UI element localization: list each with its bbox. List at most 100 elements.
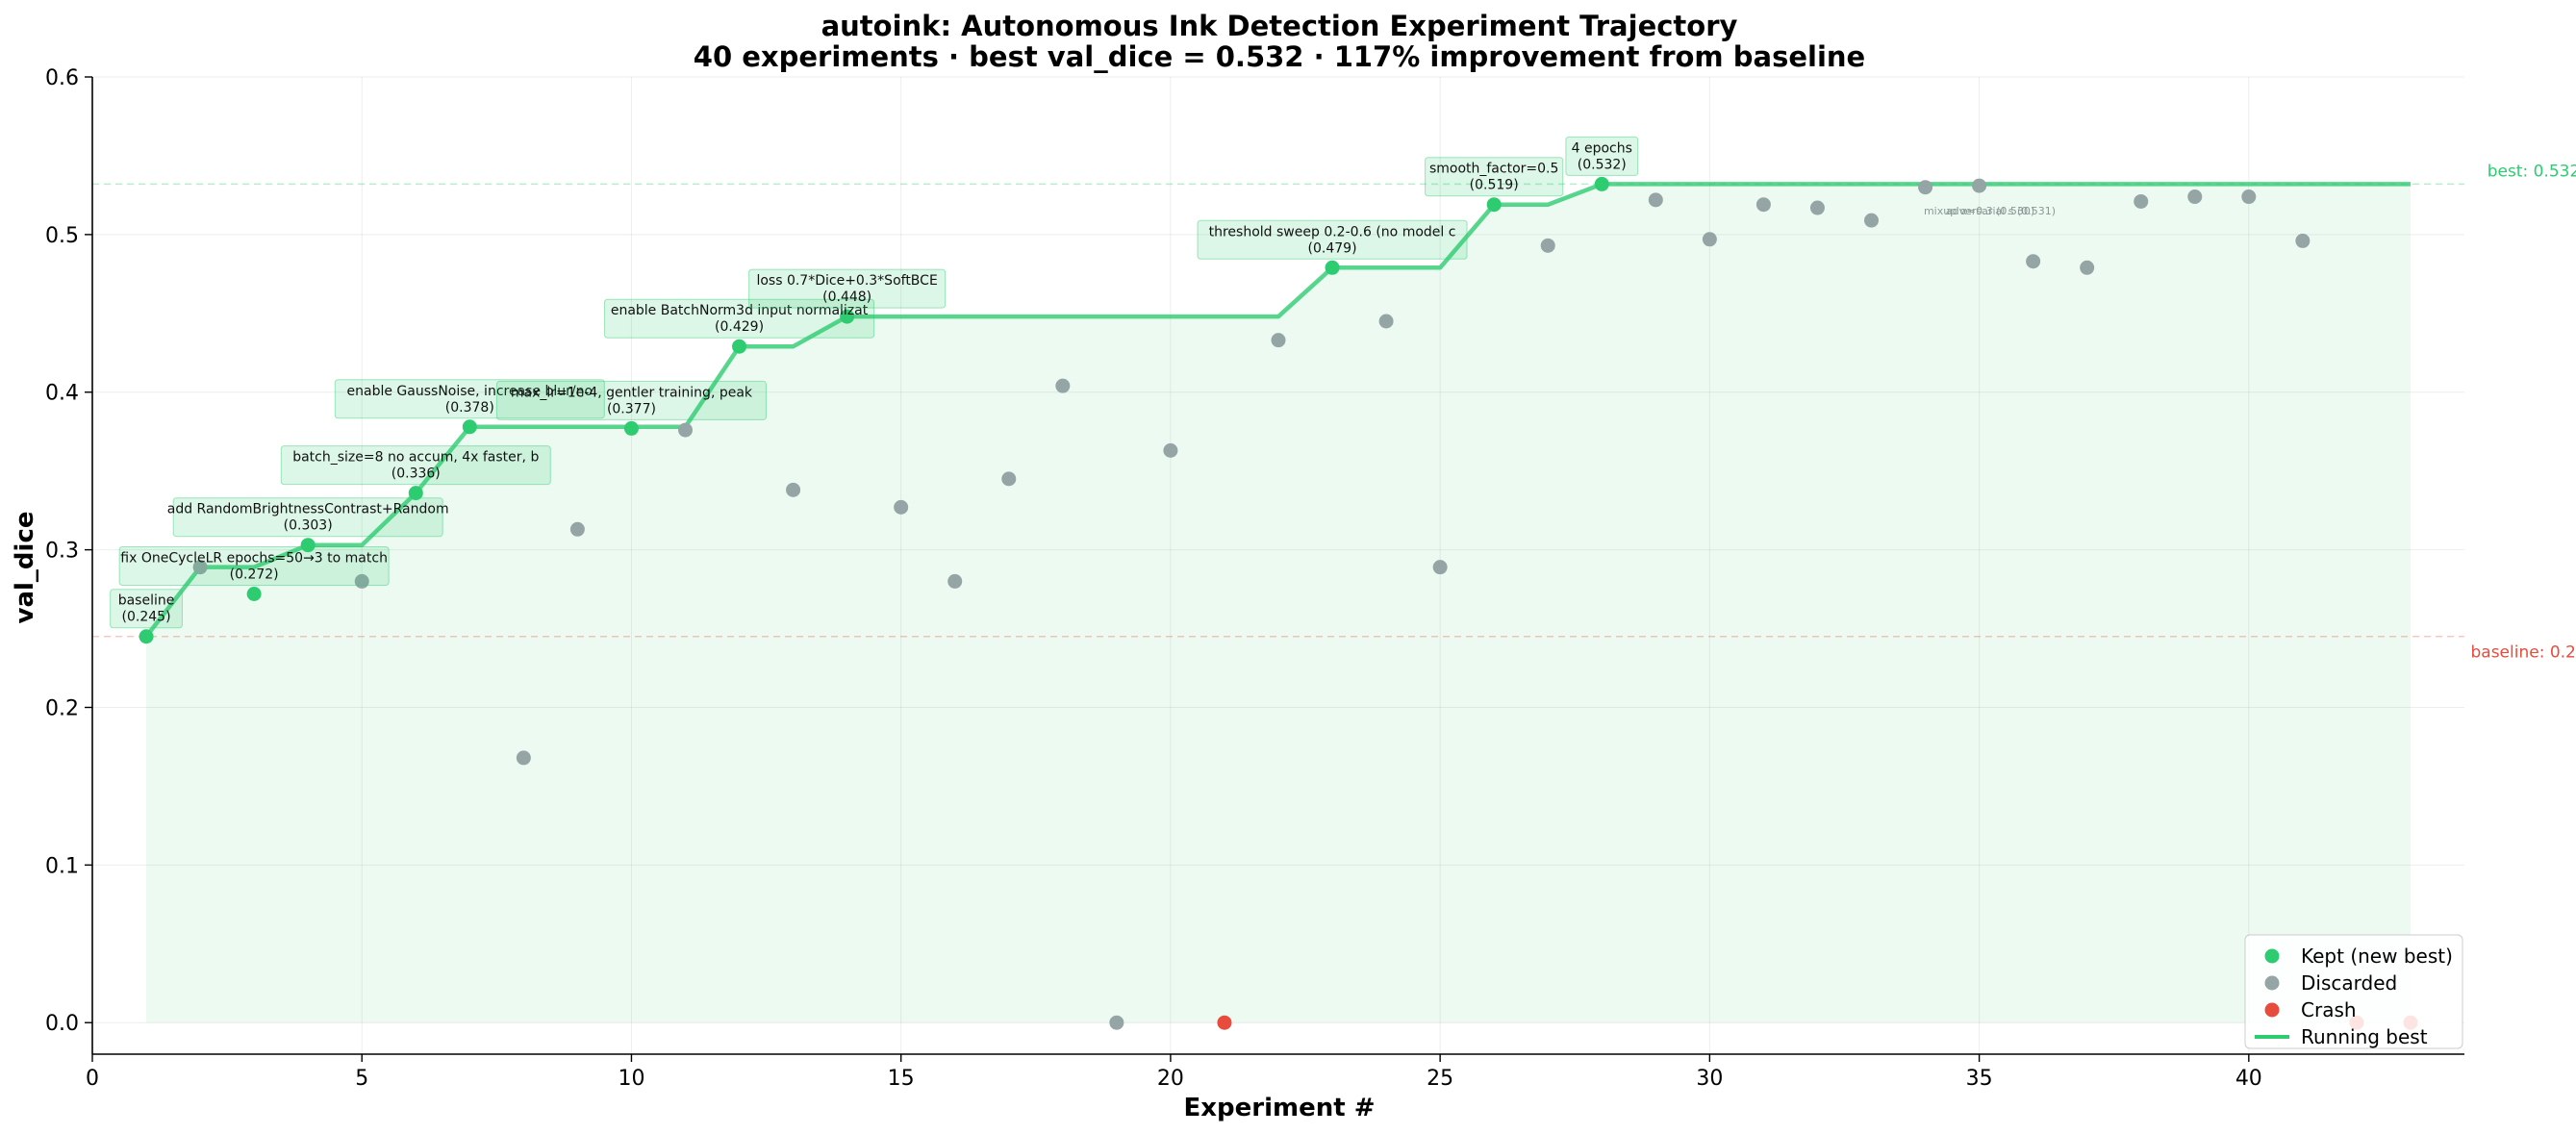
- annotation-value: (0.479): [1308, 240, 1357, 256]
- annotation-box: [118, 545, 390, 586]
- point-discarded: [2026, 254, 2041, 269]
- point-discarded: [947, 573, 963, 589]
- annotation: 4 epochs(0.532): [1565, 136, 1639, 176]
- legend-item: Discarded: [2264, 971, 2397, 995]
- data-points: [139, 176, 2418, 1030]
- point-discarded: [1163, 442, 1178, 458]
- x-tick-label: 25: [1427, 1067, 1453, 1091]
- point-discarded: [894, 499, 909, 515]
- point-kept: [623, 420, 639, 436]
- chart-title: autoink: Autonomous Ink Detection Experi…: [821, 10, 1738, 42]
- point-discarded: [569, 521, 585, 537]
- annotation-label: add RandomBrightnessContrast+Random: [167, 502, 449, 517]
- annotation-value: (0.336): [391, 466, 441, 482]
- annotation-label: 4 epochs: [1572, 140, 1632, 156]
- legend-label: Running best: [2301, 1025, 2428, 1048]
- annotation-box: [1425, 157, 1564, 197]
- annotation-value: (0.245): [122, 610, 171, 625]
- annotation-label: baseline: [118, 593, 175, 609]
- point-discarded: [1864, 213, 1879, 228]
- annotation-label: enable BatchNorm3d input normalizat: [611, 303, 869, 318]
- legend-marker-swatch: [2264, 1002, 2280, 1018]
- annotation-label: batch_size=8 no accum, 4x faster, b: [292, 450, 539, 466]
- annotation-box: [1565, 136, 1639, 176]
- faint-annotation: mixup α=0.3 (0.530): [1924, 205, 2034, 217]
- x-tick-label: 5: [355, 1067, 368, 1091]
- point-kept: [1486, 197, 1502, 213]
- annotation: enable BatchNorm3d input normalizat(0.42…: [604, 298, 875, 339]
- annotation-value: (0.378): [445, 400, 494, 416]
- point-discarded: [1972, 178, 1987, 193]
- y-tick-label: 0.0: [45, 1012, 79, 1036]
- point-discarded: [1809, 200, 1825, 215]
- x-tick-label: 35: [1966, 1067, 1993, 1091]
- point-discarded: [1755, 197, 1771, 213]
- annotation: smooth_factor=0.5(0.519): [1425, 157, 1564, 197]
- annotation-label: enable GaussNoise, increase blur/no: [347, 384, 593, 399]
- point-crash: [1217, 1015, 1232, 1030]
- legend-box: [2244, 934, 2463, 1049]
- y-axis-label: val_dice: [11, 512, 39, 624]
- point-kept: [840, 309, 855, 324]
- annotation-label: loss 0.7*Dice+0.3*SoftBCE: [756, 273, 937, 289]
- y-tick-label: 0.5: [45, 224, 79, 248]
- annotation: threshold sweep 0.2-0.6 (no model c(0.47…: [1197, 219, 1468, 260]
- running-best-line: [144, 182, 2411, 639]
- point-discarded: [1702, 232, 1717, 247]
- chart-subtitle: 40 experiments · best val_dice = 0.532 ·…: [694, 40, 1865, 73]
- annotation-box: [172, 497, 443, 538]
- annotation: add RandomBrightnessContrast+Random(0.30…: [167, 497, 449, 538]
- x-tick-label: 40: [2235, 1067, 2262, 1091]
- point-discarded: [2241, 189, 2257, 205]
- point-discarded: [678, 422, 693, 438]
- point-discarded: [354, 573, 369, 589]
- annotation-value: (0.429): [715, 319, 764, 335]
- point-discarded: [1271, 333, 1286, 348]
- annotation-value: (0.448): [822, 290, 871, 305]
- annotation-box: [334, 379, 605, 419]
- annotation-label: fix OneCycleLR epochs=50→3 to match: [120, 550, 388, 566]
- point-kept: [139, 629, 154, 644]
- annotation: enable GaussNoise, increase blur/no(0.37…: [334, 379, 605, 419]
- annotation-value: (0.532): [1578, 157, 1627, 172]
- point-discarded: [1378, 314, 1394, 329]
- grid-lines: [91, 76, 2464, 1054]
- point-kept: [732, 339, 747, 354]
- legend-item: Kept (new best): [2264, 945, 2453, 968]
- legend-label: Kept (new best): [2301, 945, 2453, 968]
- point-kept: [462, 419, 477, 435]
- point-discarded: [1432, 560, 1448, 575]
- y-tick-label: 0.4: [45, 382, 79, 406]
- point-discarded: [2295, 233, 2311, 248]
- annotation-box: [110, 589, 183, 629]
- point-discarded: [1001, 471, 1017, 487]
- y-tick-label: 0.3: [45, 540, 79, 564]
- baseline-reference-label: baseline: 0.245: [2470, 643, 2576, 663]
- running-best-fill: [146, 184, 2411, 1023]
- annotation-value: (0.303): [284, 518, 333, 534]
- legend-item: Running best: [2255, 1025, 2428, 1048]
- annotation: max_lr=1e-4, gentler training, peak(0.37…: [495, 380, 767, 420]
- point-kept: [1325, 260, 1340, 275]
- point-discarded: [786, 482, 801, 497]
- point-discarded: [1055, 378, 1071, 393]
- x-tick-label: 0: [86, 1067, 99, 1091]
- faint-annotation: adversarial s (0.531): [1946, 205, 2056, 217]
- y-tick-label: 0.6: [45, 66, 79, 90]
- legend-label: Discarded: [2301, 971, 2397, 995]
- best-reference-label: best: 0.532: [2488, 162, 2576, 181]
- annotation-label: smooth_factor=0.5: [1429, 162, 1558, 177]
- x-tick-label: 10: [618, 1067, 644, 1091]
- legend-marker-swatch: [2264, 975, 2280, 991]
- point-discarded: [1540, 238, 1555, 253]
- point-discarded: [2134, 193, 2149, 209]
- annotation-value: (0.272): [230, 567, 279, 582]
- legend-marker-swatch: [2264, 948, 2280, 964]
- point-discarded: [1109, 1015, 1124, 1030]
- annotation-value: (0.377): [607, 401, 656, 416]
- point-discarded: [192, 560, 208, 575]
- point-discarded: [2187, 189, 2203, 205]
- annotation-value: (0.519): [1470, 178, 1519, 193]
